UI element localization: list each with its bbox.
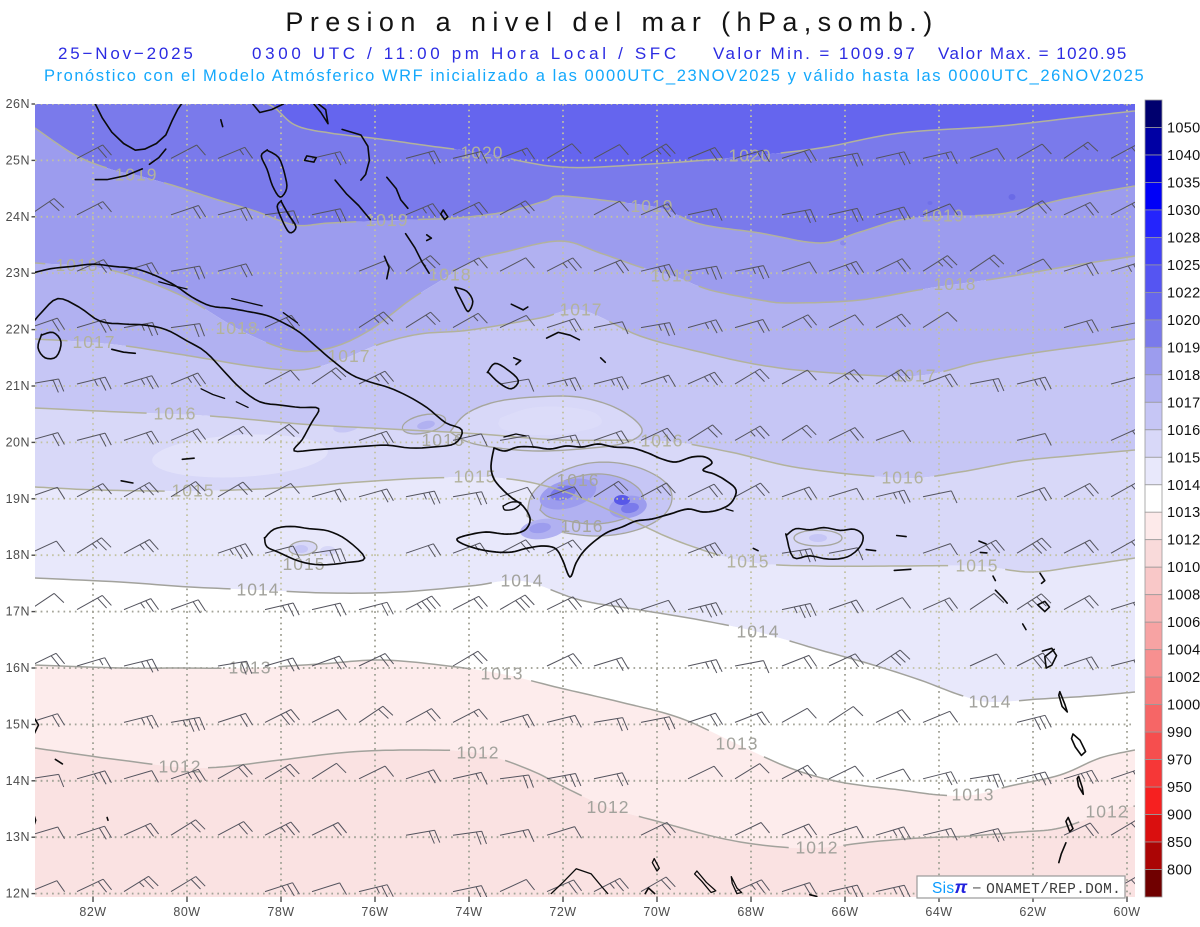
svg-text:1004: 1004 (1167, 643, 1200, 659)
svg-text:1018: 1018 (651, 265, 694, 285)
svg-text:25N: 25N (6, 153, 30, 167)
svg-text:1012: 1012 (1167, 533, 1200, 549)
svg-text:24N: 24N (6, 210, 30, 224)
svg-text:13N: 13N (6, 830, 30, 844)
svg-text:800: 800 (1167, 863, 1192, 879)
svg-text:1000: 1000 (1167, 698, 1200, 714)
svg-text:970: 970 (1167, 753, 1192, 769)
svg-text:16N: 16N (6, 661, 30, 675)
svg-text:1035: 1035 (1167, 175, 1200, 191)
svg-text:19N: 19N (6, 492, 30, 506)
svg-text:990: 990 (1167, 725, 1192, 741)
svg-text:1016: 1016 (557, 470, 600, 490)
svg-text:1030: 1030 (1167, 203, 1200, 219)
svg-text:64W: 64W (925, 905, 952, 919)
svg-text:1017: 1017 (1167, 395, 1200, 411)
svg-text:20N: 20N (6, 435, 30, 449)
svg-text:78W: 78W (267, 905, 294, 919)
svg-text:1050: 1050 (1167, 121, 1200, 137)
svg-text:1018: 1018 (216, 318, 259, 338)
svg-text:1006: 1006 (1167, 615, 1200, 631)
svg-text:1020: 1020 (729, 146, 772, 166)
svg-text:Presion a nivel del mar (hPa,s: Presion a nivel del mar (hPa,somb.) (285, 7, 938, 37)
svg-text:1019: 1019 (631, 196, 674, 216)
svg-text:80W: 80W (173, 905, 200, 919)
svg-text:1020: 1020 (1167, 313, 1200, 329)
svg-text:1013: 1013 (481, 664, 524, 684)
svg-text:1015: 1015 (1167, 450, 1200, 466)
svg-text:62W: 62W (1019, 905, 1046, 919)
svg-text:1022: 1022 (1167, 285, 1200, 301)
svg-text:1014: 1014 (237, 580, 280, 600)
svg-text:1002: 1002 (1167, 670, 1200, 686)
svg-text:1018: 1018 (429, 264, 472, 284)
svg-text:1008: 1008 (1167, 588, 1200, 604)
svg-text:1012: 1012 (587, 797, 630, 817)
svg-text:1016: 1016 (641, 431, 684, 451)
svg-text:1019: 1019 (1167, 340, 1200, 356)
svg-text:1012: 1012 (1086, 802, 1129, 822)
svg-text:1018: 1018 (1167, 368, 1200, 384)
svg-text:15N: 15N (6, 717, 30, 731)
svg-text:1017: 1017 (560, 300, 603, 320)
svg-text:21N: 21N (6, 379, 30, 393)
svg-text:26N: 26N (6, 97, 30, 111)
svg-text:1016: 1016 (1167, 423, 1200, 439)
svg-text:Pronóstico con el Modelo Atmós: Pronóstico con el Modelo Atmósferico WRF… (44, 67, 1145, 85)
svg-text:1016: 1016 (154, 404, 197, 424)
svg-text:1010: 1010 (1167, 560, 1200, 576)
svg-text:1015: 1015 (454, 467, 497, 487)
svg-text:1019: 1019 (115, 165, 158, 185)
svg-text:74W: 74W (455, 905, 482, 919)
svg-text:1015: 1015 (727, 552, 770, 572)
svg-text:60W: 60W (1113, 905, 1140, 919)
svg-text:22N: 22N (6, 323, 30, 337)
svg-text:1015: 1015 (956, 556, 999, 576)
svg-text:66W: 66W (831, 905, 858, 919)
svg-text:1019: 1019 (922, 205, 965, 225)
svg-text:12N: 12N (6, 887, 30, 901)
svg-text:850: 850 (1167, 835, 1192, 851)
svg-text:76W: 76W (361, 905, 388, 919)
svg-text:1013: 1013 (716, 734, 759, 754)
svg-text:70W: 70W (643, 905, 670, 919)
svg-text:1016: 1016 (561, 516, 604, 536)
svg-text:1019: 1019 (366, 210, 409, 230)
svg-text:1040: 1040 (1167, 148, 1200, 164)
svg-text:1018: 1018 (934, 274, 977, 294)
svg-text:1015: 1015 (172, 481, 215, 501)
svg-text:1013: 1013 (229, 658, 272, 678)
svg-text:68W: 68W (737, 905, 764, 919)
svg-text:1012: 1012 (796, 838, 839, 858)
svg-text:950: 950 (1167, 780, 1192, 796)
svg-text:1012: 1012 (457, 743, 500, 763)
svg-text:18N: 18N (6, 548, 30, 562)
svg-text:14N: 14N (6, 774, 30, 788)
svg-text:1017: 1017 (73, 332, 116, 352)
svg-text:1013: 1013 (1167, 505, 1200, 521)
svg-text:72W: 72W (549, 905, 576, 919)
svg-text:82W: 82W (79, 905, 106, 919)
svg-text:23N: 23N (6, 266, 30, 280)
svg-text:Sisπ − ONAMET/REP.DOM.: Sisπ − ONAMET/REP.DOM. (932, 877, 1121, 898)
svg-text:1017: 1017 (328, 346, 371, 366)
svg-text:1016: 1016 (882, 468, 925, 488)
svg-text:1014: 1014 (969, 692, 1012, 712)
svg-text:1014: 1014 (1167, 478, 1200, 494)
svg-text:1013: 1013 (952, 785, 995, 805)
svg-text:900: 900 (1167, 808, 1192, 824)
svg-text:1014: 1014 (737, 622, 780, 642)
svg-text:1014: 1014 (501, 571, 544, 591)
svg-text:1028: 1028 (1167, 230, 1200, 246)
svg-text:17N: 17N (6, 605, 30, 619)
svg-text:1025: 1025 (1167, 258, 1200, 274)
